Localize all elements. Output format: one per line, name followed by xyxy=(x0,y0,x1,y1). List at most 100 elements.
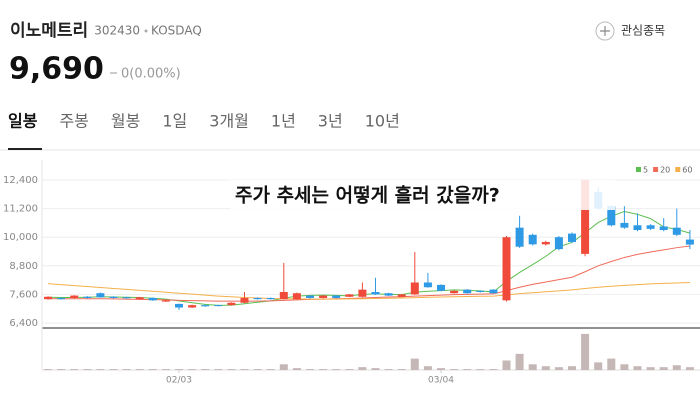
volume-bar xyxy=(633,366,642,370)
candle-body xyxy=(371,292,380,295)
legend-swatch xyxy=(636,167,641,172)
volume-bar xyxy=(659,367,668,370)
candle-body xyxy=(528,234,537,245)
volume-bar xyxy=(384,369,393,370)
volume-bar xyxy=(581,333,590,370)
watchlist-button[interactable]: 관심종목 xyxy=(595,21,665,41)
plus-icon xyxy=(595,21,615,41)
volume-bar xyxy=(175,369,183,370)
candle-body xyxy=(633,225,642,231)
volume-bar xyxy=(463,369,472,370)
tab[interactable]: 주봉 xyxy=(59,112,88,131)
y-tick-label: 10,000 xyxy=(3,232,38,243)
candle-body xyxy=(175,303,183,308)
volume-bar xyxy=(148,369,157,370)
y-tick-label: 12,400 xyxy=(3,175,38,186)
volume-bar xyxy=(515,353,524,370)
candle-body xyxy=(96,293,105,298)
candle-body xyxy=(463,289,472,294)
volume-bar xyxy=(685,367,694,370)
y-tick-label: 6,400 xyxy=(9,318,38,329)
x-tick-label: 02/03 xyxy=(166,376,192,386)
volume-bar xyxy=(397,369,406,370)
volume-bar xyxy=(122,369,131,370)
y-tick-label: 8,800 xyxy=(9,261,38,272)
volume-bar xyxy=(489,369,498,370)
separator xyxy=(144,29,148,33)
legend-swatch xyxy=(653,167,659,172)
candle-body xyxy=(44,296,52,300)
candle-body xyxy=(83,296,92,298)
volume-bar xyxy=(161,369,170,370)
overlay-text: 주가 추세는 어떻게 흘러 갔을까? xyxy=(235,184,500,207)
volume-bar xyxy=(253,369,262,370)
volume-bar xyxy=(201,369,210,370)
candle-body xyxy=(188,305,197,308)
price: 9,690 xyxy=(9,52,104,87)
candle-body xyxy=(502,237,511,301)
tab[interactable]: 3년 xyxy=(318,112,343,131)
volume-bar xyxy=(371,368,380,370)
volume-bar xyxy=(554,367,563,370)
candle-body xyxy=(620,222,629,228)
price-change: 0(0.00%) xyxy=(121,67,181,82)
volume-bar xyxy=(332,369,341,370)
candle-body xyxy=(109,296,118,298)
volume-bar xyxy=(266,369,275,370)
stock-name: 이노메트리 xyxy=(10,21,88,41)
volume-bar xyxy=(594,362,603,370)
tab[interactable]: 1년 xyxy=(271,112,296,131)
candle-body xyxy=(319,295,328,298)
tab[interactable]: 일봉 xyxy=(8,112,38,131)
candle-body xyxy=(332,295,341,298)
candle-body xyxy=(358,289,367,297)
volume-bar xyxy=(568,366,576,370)
legend-label: 5 xyxy=(643,166,648,175)
volume-bar xyxy=(306,369,314,370)
volume-bar xyxy=(345,369,354,370)
candle-body xyxy=(515,227,524,247)
candle-body xyxy=(345,294,354,297)
ma-line xyxy=(47,210,691,306)
tab[interactable]: 10년 xyxy=(365,112,400,131)
candle-body xyxy=(685,239,694,245)
volume-bar xyxy=(528,364,537,370)
candle-body xyxy=(161,300,170,302)
tab[interactable]: 3개월 xyxy=(209,112,249,131)
volume-bar xyxy=(437,368,445,370)
plus-icon xyxy=(600,26,610,36)
candle-body xyxy=(437,284,445,291)
legend-label: 20 xyxy=(660,166,670,175)
volume-bar xyxy=(70,369,79,370)
volume-bar xyxy=(672,365,681,370)
tab[interactable]: 월봉 xyxy=(111,112,140,131)
volume-bar xyxy=(410,358,419,370)
candle-body xyxy=(201,305,210,307)
candle-body xyxy=(292,293,301,300)
candle-body xyxy=(672,227,681,235)
candle-body xyxy=(659,226,668,231)
candle-body xyxy=(476,290,485,293)
candle-body xyxy=(397,294,406,297)
volume-bar xyxy=(502,360,511,370)
candle-body xyxy=(541,241,550,245)
tab[interactable]: 1일 xyxy=(162,112,187,131)
candle-body xyxy=(568,233,576,242)
candle-body xyxy=(148,297,157,301)
candle-body xyxy=(266,297,275,300)
volume-bar xyxy=(214,369,223,370)
volume-bar xyxy=(135,369,144,370)
candle-body xyxy=(423,282,432,288)
volume-bar xyxy=(109,369,118,370)
volume-bar xyxy=(358,367,367,370)
candle-body xyxy=(489,289,498,294)
candle-body xyxy=(253,297,262,300)
volume-bar xyxy=(188,369,197,370)
volume-bar xyxy=(423,366,432,370)
stock-code: 302430 xyxy=(94,24,140,38)
y-tick-label: 11,200 xyxy=(3,204,38,215)
candle-body xyxy=(410,282,419,295)
candle-body xyxy=(554,237,563,250)
volume-bar xyxy=(319,369,328,370)
